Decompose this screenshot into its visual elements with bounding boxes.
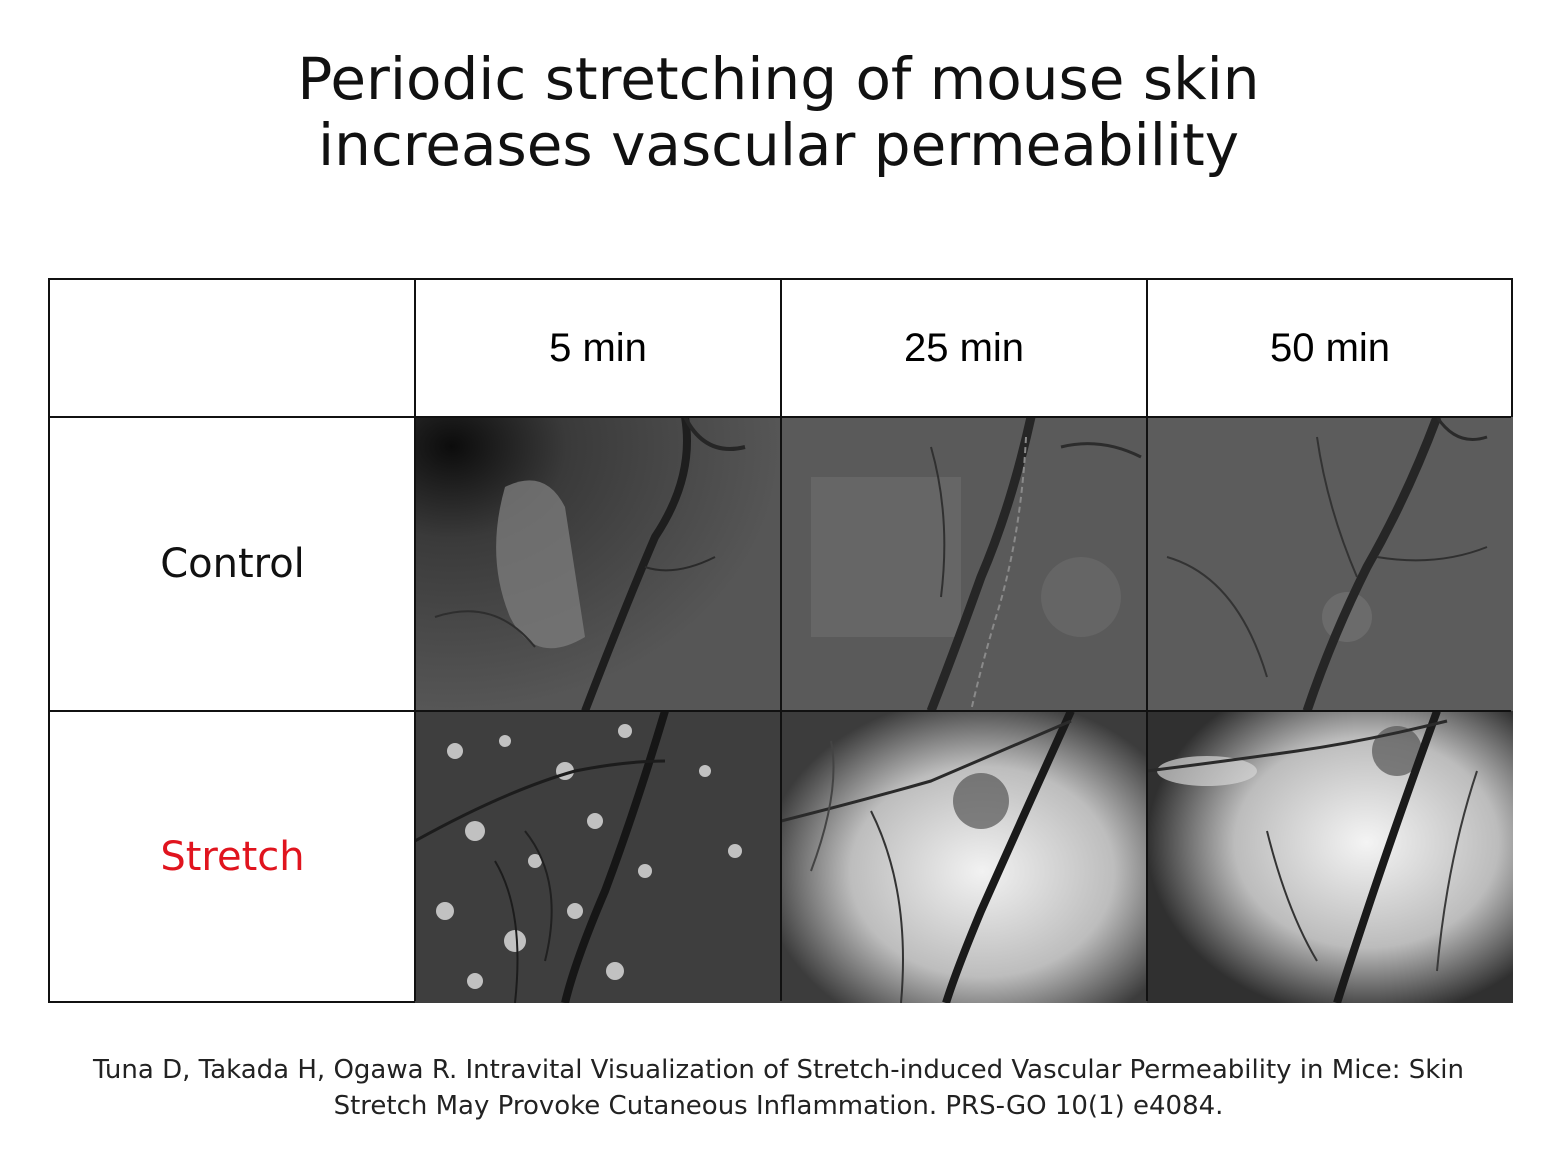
micrograph-stretch-50min <box>1147 711 1513 1003</box>
column-header-50min-label: 50 min <box>1269 326 1391 370</box>
citation-line-1: Tuna D, Takada H, Ogawa R. Intravital Vi… <box>93 1055 1464 1085</box>
micrograph-stretch-25min <box>781 711 1147 1003</box>
slide-title: Periodic stretching of mouse skin increa… <box>0 46 1557 178</box>
slide-title-line-1: Periodic stretching of mouse skin <box>297 45 1260 113</box>
column-header-5min-label: 5 min <box>549 326 647 370</box>
grid-line <box>414 280 416 1001</box>
row-header-stretch: Stretch <box>50 711 415 1003</box>
column-header-5min: 5 min <box>415 280 781 417</box>
micrograph-stretch-5min-image <box>415 711 781 1003</box>
row-header-control-label: Control <box>160 541 305 587</box>
citation: Tuna D, Takada H, Ogawa R. Intravital Vi… <box>0 1052 1557 1124</box>
citation-line-2: Stretch May Provoke Cutaneous Inflammati… <box>333 1091 1224 1121</box>
micrograph-control-50min-image <box>1147 417 1513 711</box>
row-header-control: Control <box>50 417 415 711</box>
column-header-25min: 25 min <box>781 280 1147 417</box>
micrograph-stretch-50min-image <box>1147 711 1513 1003</box>
slide-title-line-2: increases vascular permeability <box>317 111 1240 179</box>
micrograph-control-25min-image <box>781 417 1147 711</box>
corner-cell <box>50 280 415 417</box>
column-header-25min-label: 25 min <box>903 326 1025 370</box>
grid-line <box>1146 280 1148 1001</box>
column-header-50min: 50 min <box>1147 280 1513 417</box>
grid-line <box>50 710 1511 712</box>
comparison-table: 5 min 25 min 50 min Control Stretch <box>48 278 1513 1003</box>
micrograph-control-5min <box>415 417 781 711</box>
micrograph-control-25min <box>781 417 1147 711</box>
micrograph-control-50min <box>1147 417 1513 711</box>
row-header-stretch-label: Stretch <box>160 834 305 880</box>
grid-line <box>50 416 1511 418</box>
grid-line <box>780 280 782 1001</box>
micrograph-control-5min-image <box>415 417 781 711</box>
micrograph-stretch-5min <box>415 711 781 1003</box>
micrograph-stretch-25min-image <box>781 711 1147 1003</box>
